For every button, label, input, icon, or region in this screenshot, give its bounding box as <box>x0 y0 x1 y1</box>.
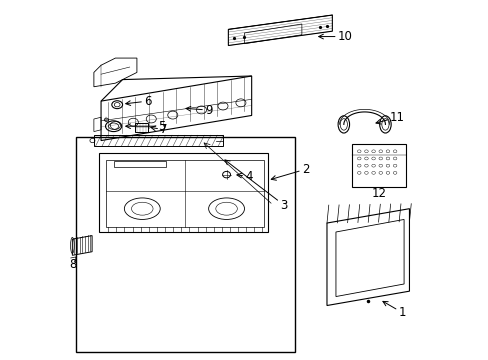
Text: 12: 12 <box>371 187 386 200</box>
Bar <box>76 137 294 352</box>
Text: 8: 8 <box>69 258 77 271</box>
Text: 10: 10 <box>318 30 352 43</box>
Text: 2: 2 <box>271 163 309 180</box>
Text: 4: 4 <box>236 170 252 183</box>
Text: 9: 9 <box>185 104 212 117</box>
Text: 7: 7 <box>150 123 167 136</box>
Text: 11: 11 <box>375 111 404 124</box>
Text: 3: 3 <box>224 160 287 212</box>
Text: 6: 6 <box>125 95 151 108</box>
Text: 1: 1 <box>382 301 406 319</box>
Text: 5: 5 <box>125 120 165 133</box>
